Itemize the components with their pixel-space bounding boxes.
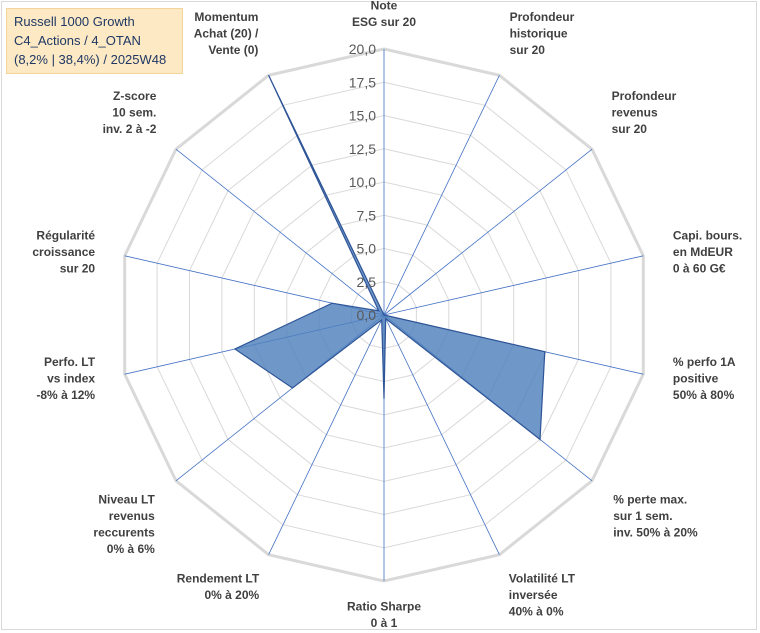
axis-label: % perfo 1A positive 50% à 80% (673, 355, 736, 402)
axis-label: Profondeur revenus sur 20 (612, 89, 677, 136)
title-line-1: Russell 1000 Growth (14, 14, 135, 29)
axis-label: Note ESG sur 20 (352, 0, 416, 29)
axis-spoke (268, 314, 385, 555)
axis-label: % perte max. sur 1 sem. inv. 50% à 20% (613, 493, 698, 540)
axis-label: Capi. bours. en MdEUR 0 à 60 G€ (673, 228, 742, 275)
axis-label: Profondeur historique sur 20 (510, 10, 575, 57)
chart-title-box: Russell 1000 Growth C4_Actions / 4_OTAN … (6, 8, 183, 74)
axis-label: Perfo. LT vs index -8% à 12% (36, 355, 95, 402)
axis-spoke (175, 148, 385, 316)
axis-spoke (383, 314, 500, 555)
axis-label: Ratio Sharpe 0 à 1 (347, 600, 421, 631)
axis-label: Régularité croissance sur 20 (32, 228, 95, 275)
radar-tick-labels: 0,0 2,5 5,0 7,5 10,0 12,5 15,0 17,5 20,0 (349, 41, 376, 323)
tick-label: 2,5 (357, 274, 377, 290)
tick-label: 12,5 (349, 141, 376, 157)
axis-label: Niveau LT revenus reccurents 0% à 6% (93, 493, 155, 556)
tick-label: 20,0 (349, 41, 376, 57)
tick-label: 0,0 (357, 307, 377, 323)
tick-label: 10,0 (349, 174, 376, 190)
title-line-3: (8,2% | 38,4%) / 2025W48 (14, 52, 167, 67)
tick-label: 7,5 (357, 207, 377, 223)
axis-label: Z-score 10 sem. inv. 2 à -2 (103, 89, 157, 136)
axis-spoke (383, 255, 644, 316)
tick-label: 5,0 (357, 241, 377, 257)
axis-spoke (383, 75, 500, 316)
radar-series (233, 75, 546, 441)
axis-spoke (383, 148, 593, 316)
tick-label: 17,5 (349, 74, 376, 90)
axis-label: Momentum Achat (20) / Vente (0) (194, 10, 259, 57)
title-line-2: C4_Actions / 4_OTAN (14, 33, 141, 48)
axis-label: Volatilité LT inversée 40% à 0% (509, 571, 576, 618)
radar-axis-labels: Note ESG sur 20 Profondeur historique sur 20… (32, 0, 742, 630)
tick-label: 15,0 (349, 108, 376, 124)
axis-label: Rendement LT 0% à 20% (177, 571, 260, 602)
series-area (233, 75, 546, 441)
